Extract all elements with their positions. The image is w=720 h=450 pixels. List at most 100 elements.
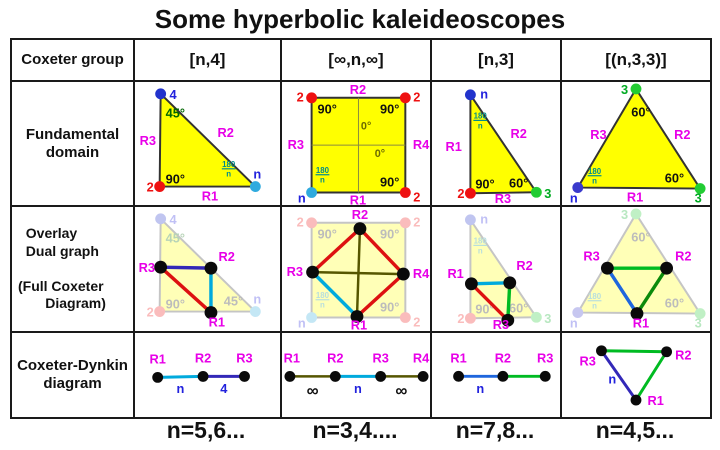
node-label-r3: R3 [372,350,388,365]
row-label-coxeter-dynkin: Coxeter-Dynkin diagram [10,330,135,419]
node-label-r2: R2 [195,350,211,365]
vertex-dot-2 [464,187,476,199]
vertex-dot-n [464,89,476,101]
angle-fraction-180-over-n: 180 n [221,160,236,179]
svg-text:60°: 60° [631,230,650,245]
angle-fraction-180-over-n: 180 n [315,166,330,185]
corner-dot-bl [306,187,318,198]
node-r3 [375,370,387,382]
fraction-denominator: n [592,177,597,186]
n-values-n4: n=5,6... [166,417,246,443]
node-label-r2: R2 [352,207,368,222]
svg-text:60°: 60° [665,296,684,311]
svg-text:n: n [298,316,306,331]
cell-overlay-n4: 4 45° 90° 45° 2 n [133,205,282,333]
vertex-dot-n [572,182,584,193]
mirror-label-r1: R1 [350,192,366,205]
kaleidoscope-table: Coxeter group [n,4] [∞,n,∞] [n,3] [(n,3,… [10,38,712,419]
header-group-inf-n-inf: [∞,n,∞] [280,38,432,82]
node-label-r4: R4 [413,350,430,365]
n-values-n33: n=4,5... [595,417,675,443]
node-label-r1: R1 [209,315,225,330]
node-label-r3: R3 [583,249,599,264]
mirror-label-r3: R3 [495,191,511,205]
angle-label-90-tr: 90° [380,102,399,117]
node-label-r3: R3 [579,353,595,368]
overlay-dual-graph-square: 2 2 90° 90° 90° 180 n n 2 [287,207,429,331]
coxeter-dynkin-n4: R1 R2 R3 n 4 [149,350,252,396]
svg-text:180: 180 [316,291,330,300]
node-label-r1: R1 [351,318,367,331]
svg-text:4: 4 [170,212,178,227]
node-r1 [453,370,464,382]
angle-label-60-br: 60° [665,171,684,186]
faded-fundamental-domain: n 180 n 90° 60° 2 3 [457,212,551,326]
cell-fundamental-n4: 4 45° R3 R2 90° 180 n n 2 R1 [133,79,282,208]
node-label-r3: R3 [493,318,509,331]
fraction-numerator: 180 [316,166,330,175]
vertex-dot-3-right [694,183,706,194]
svg-text:2: 2 [147,305,154,320]
node-r2 [197,370,209,382]
yellow-triangle [576,87,702,190]
edge-label-infinity-left: ∞ [307,381,319,400]
node-label-r1: R1 [648,393,664,408]
fraction-denominator: n [478,121,483,130]
svg-text:n: n [320,301,325,310]
node-label-r2: R2 [327,350,343,365]
node-label-r3: R3 [537,350,553,365]
node-r2 [661,345,673,357]
row-label-fundamental-domain: Fundamental domain [10,79,135,208]
coxeter-dynkin-n33: R3 R2 R1 n [579,344,692,408]
svg-text:2: 2 [413,315,420,330]
overlay-dual-graph-n4: 4 45° 90° 45° 2 n [139,212,262,330]
dual-graph-nodes [464,276,517,328]
svg-text:n: n [480,212,488,227]
vertex-label-n: n [570,190,578,205]
overlay-dual-graph-n33: 3 60° 60° 180 n n 3 [570,207,706,331]
fundamental-domain-n4-diagram: 4 45° R3 R2 90° 180 n n 2 R1 [140,87,262,204]
node-label-r3: R3 [236,350,252,365]
edge-label-n: n [354,381,362,396]
fundamental-domain-n3-diagram: n 180 n R1 R2 90° 60° 2 3 R3 [445,87,551,205]
node-label-r1: R1 [633,316,649,331]
edge-right [634,349,669,402]
edge-label-4: 4 [220,381,228,396]
dual-graph-nodes [600,262,673,321]
fraction-numerator: 180 [222,160,236,169]
svg-text:3: 3 [621,207,628,222]
svg-text:180: 180 [474,237,488,246]
mirror-label-r2: R2 [510,126,526,141]
node-label-r3: R3 [287,264,303,279]
node-r3 [539,370,551,382]
mirror-label-r1: R1 [202,188,218,203]
mirror-label-r2: R2 [350,82,366,97]
node-label-r2: R2 [675,249,691,264]
cell-overlay-inf-n-inf: 2 2 90° 90° 90° 180 n n 2 [280,205,432,333]
n-values-inf-n-inf: n=3,4.... [312,417,398,443]
node-label-r1: R1 [450,350,466,365]
angle-label-0-lower: 0° [375,148,385,160]
footer-n-values: n=5,6... n=3,4.... n=7,8... n=4,5... [0,417,720,450]
node-label-r1: R1 [284,350,300,365]
vertex-label-n: n [253,167,261,182]
corner-dot-br [399,187,411,198]
mirror-label-r2: R2 [218,125,234,140]
cell-dynkin-inf-n-inf: R1 R2 R3 R4 ∞ n ∞ [280,330,432,419]
header-group-n4: [n,4] [133,38,282,82]
vertex-label-2: 2 [147,180,154,195]
svg-text:n: n [592,302,597,311]
node-label-r2: R2 [219,250,235,265]
header-group-n3: [n,3] [430,38,562,82]
dual-graph-nodes [154,261,218,320]
svg-text:90°: 90° [475,302,494,317]
svg-text:n: n [478,247,483,256]
angle-fraction-180-over-n: 180 n [473,112,487,130]
svg-text:3: 3 [544,312,551,327]
vertex-label-3-top: 3 [621,82,628,97]
angle-label-60-top: 60° [631,105,650,120]
svg-text:2: 2 [413,215,420,230]
node-r3 [239,370,250,382]
corner-label-2-br: 2 [413,189,420,204]
angle-label-90-tl: 90° [318,102,337,117]
